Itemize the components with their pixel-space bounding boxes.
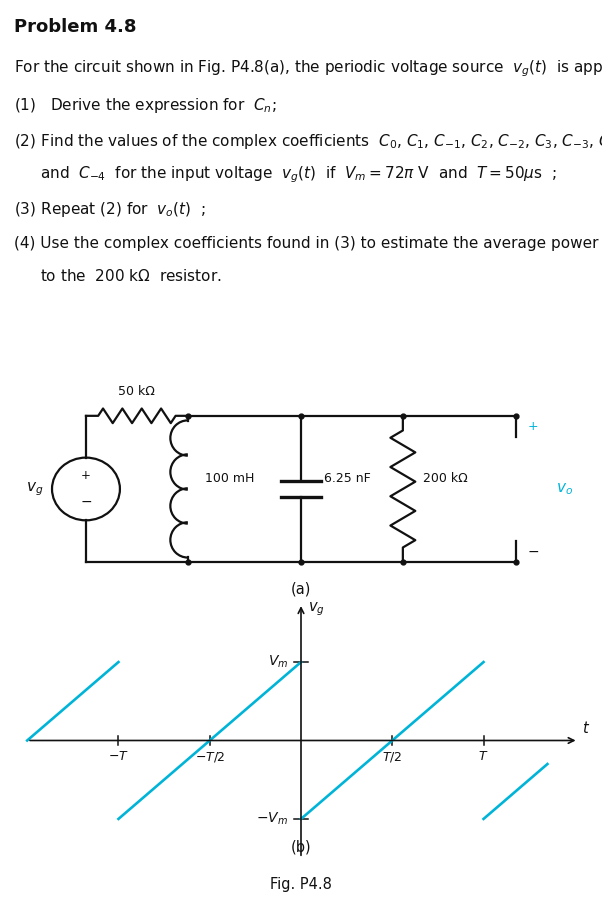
Text: (4) Use the complex coefficients found in (3) to estimate the average power deli: (4) Use the complex coefficients found i… bbox=[14, 236, 602, 252]
Text: $T$: $T$ bbox=[479, 750, 489, 762]
Text: Problem 4.8: Problem 4.8 bbox=[14, 18, 137, 36]
Text: Fig. P4.8: Fig. P4.8 bbox=[270, 878, 332, 892]
Text: $t$: $t$ bbox=[582, 720, 591, 736]
Text: −: − bbox=[80, 495, 92, 509]
Text: (b): (b) bbox=[291, 839, 311, 854]
Text: $T/2$: $T/2$ bbox=[382, 750, 402, 764]
Text: $v_g$: $v_g$ bbox=[26, 480, 44, 498]
Text: −: − bbox=[527, 545, 539, 559]
Text: For the circuit shown in Fig. P4.8(a), the periodic voltage source  $v_g(t)$  is: For the circuit shown in Fig. P4.8(a), t… bbox=[14, 58, 602, 78]
Text: +: + bbox=[527, 420, 538, 432]
Text: $v_g$: $v_g$ bbox=[308, 601, 325, 619]
Text: to the  200 k$\Omega$  resistor.: to the 200 k$\Omega$ resistor. bbox=[40, 268, 222, 284]
Text: 50 kΩ: 50 kΩ bbox=[119, 384, 155, 397]
Text: $-V_m$: $-V_m$ bbox=[256, 810, 288, 827]
Text: 100 mH: 100 mH bbox=[205, 472, 254, 485]
Text: +: + bbox=[81, 469, 91, 482]
Text: and  $C_{-4}$  for the input voltage  $v_g(t)$  if  $V_m = 72\pi$ V  and  $T = 5: and $C_{-4}$ for the input voltage $v_g(… bbox=[40, 164, 557, 184]
Text: (1)   Derive the expression for  $C_n$;: (1) Derive the expression for $C_n$; bbox=[14, 96, 276, 115]
Text: $v_o$: $v_o$ bbox=[556, 481, 573, 497]
Text: (3) Repeat (2) for  $v_o(t)$  ;: (3) Repeat (2) for $v_o(t)$ ; bbox=[14, 200, 206, 219]
Text: (2) Find the values of the complex coefficients  $C_0$, $C_1$, $C_{-1}$, $C_2$, : (2) Find the values of the complex coeff… bbox=[14, 132, 602, 151]
Text: $-T/2$: $-T/2$ bbox=[194, 750, 225, 764]
Text: $V_m$: $V_m$ bbox=[268, 654, 288, 670]
Text: 200 kΩ: 200 kΩ bbox=[423, 472, 467, 485]
Text: $-T$: $-T$ bbox=[108, 750, 129, 762]
Text: (a): (a) bbox=[291, 581, 311, 597]
Text: 6.25 nF: 6.25 nF bbox=[324, 472, 370, 485]
